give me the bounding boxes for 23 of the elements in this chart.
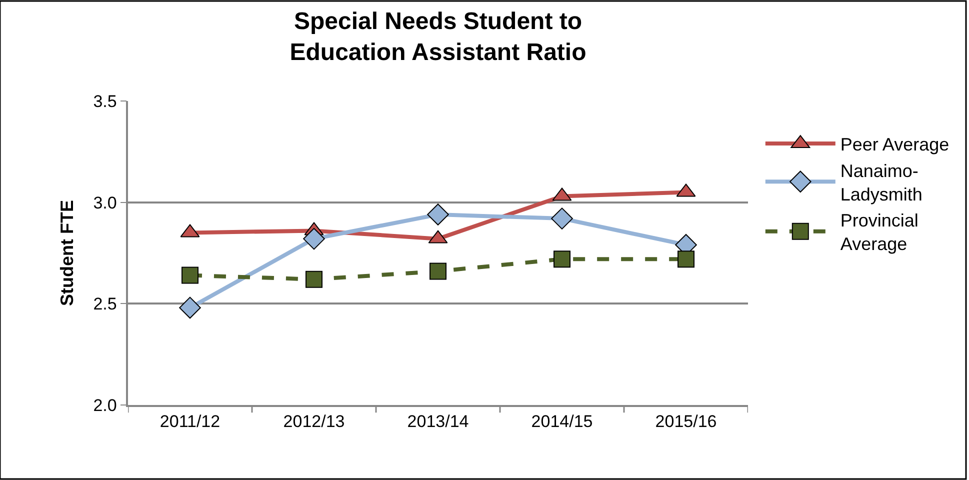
point bbox=[678, 250, 694, 268]
point bbox=[430, 262, 446, 280]
x-tick-label: 2011/12 bbox=[160, 412, 220, 432]
point bbox=[427, 204, 449, 226]
y-axis-title: Student FTE bbox=[56, 200, 77, 306]
point bbox=[179, 296, 201, 319]
y-tick-label: 3.5 bbox=[93, 92, 117, 111]
legend-label: Nanaimo-Ladysmith bbox=[840, 160, 922, 204]
point bbox=[551, 208, 573, 230]
x-tick-label: 2013/14 bbox=[407, 412, 469, 432]
point bbox=[306, 270, 322, 288]
x-tick-label: 2012/13 bbox=[283, 412, 345, 432]
point bbox=[303, 228, 325, 250]
chart-title: Special Needs Student to Education Assistant Ratio bbox=[290, 8, 586, 66]
y-tick-label: 2.0 bbox=[93, 396, 117, 415]
point bbox=[182, 266, 198, 284]
y-tick-label: 2.5 bbox=[93, 294, 117, 314]
x-tick-label: 2014/15 bbox=[531, 412, 593, 432]
point bbox=[554, 250, 570, 268]
legend-label: Provincial Average bbox=[840, 210, 918, 254]
y-tick-label: 3.0 bbox=[93, 193, 117, 212]
x-tick-label: 2015/16 bbox=[655, 412, 717, 432]
legend-label: Peer Average bbox=[840, 134, 950, 155]
